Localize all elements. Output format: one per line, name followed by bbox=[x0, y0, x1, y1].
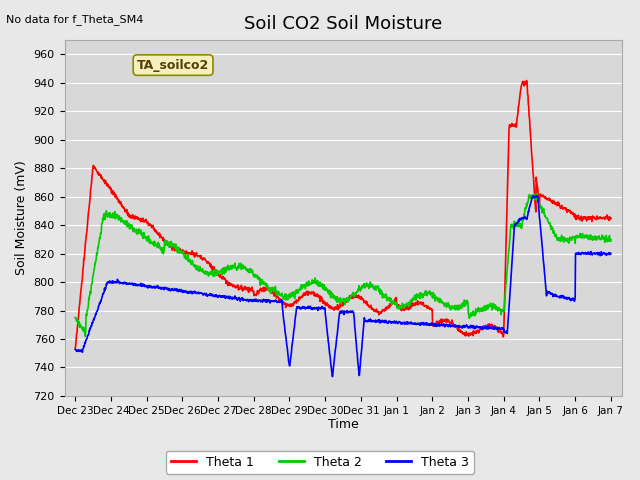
Theta 3 bbox=[134, 282, 142, 288]
Theta 1 bbox=[607, 215, 615, 221]
Theta 2 bbox=[299, 282, 307, 288]
Theta 3 bbox=[72, 347, 79, 352]
Y-axis label: Soil Moisture (mV): Soil Moisture (mV) bbox=[15, 161, 28, 276]
Theta 1 bbox=[319, 300, 327, 305]
Line: Theta 1: Theta 1 bbox=[76, 81, 611, 348]
Theta 1 bbox=[72, 346, 79, 351]
Theta 1 bbox=[310, 289, 317, 295]
Line: Theta 2: Theta 2 bbox=[76, 194, 611, 336]
Theta 3 bbox=[329, 374, 337, 380]
Theta 3 bbox=[607, 251, 615, 257]
Theta 1 bbox=[523, 78, 531, 84]
Theta 1 bbox=[113, 194, 120, 200]
Theta 1 bbox=[299, 294, 307, 300]
Legend: Theta 1, Theta 2, Theta 3: Theta 1, Theta 2, Theta 3 bbox=[166, 451, 474, 474]
Theta 2 bbox=[310, 279, 318, 285]
Theta 1 bbox=[376, 311, 384, 316]
Theta 3 bbox=[529, 193, 537, 199]
Theta 2 bbox=[81, 334, 89, 339]
Theta 2 bbox=[135, 226, 143, 232]
Theta 2 bbox=[72, 315, 79, 321]
Theta 3 bbox=[310, 306, 317, 312]
Theta 2 bbox=[607, 237, 615, 242]
Line: Theta 3: Theta 3 bbox=[76, 196, 611, 377]
Theta 3 bbox=[299, 304, 307, 310]
Theta 3 bbox=[319, 305, 327, 311]
X-axis label: Time: Time bbox=[328, 419, 358, 432]
Theta 3 bbox=[113, 280, 120, 286]
Text: No data for f_Theta_SM4: No data for f_Theta_SM4 bbox=[6, 14, 144, 25]
Title: Soil CO2 Soil Moisture: Soil CO2 Soil Moisture bbox=[244, 15, 442, 33]
Theta 3 bbox=[376, 318, 384, 324]
Theta 1 bbox=[134, 216, 142, 222]
Theta 2 bbox=[320, 282, 328, 288]
Theta 2 bbox=[532, 191, 540, 197]
Theta 2 bbox=[113, 211, 121, 217]
Text: TA_soilco2: TA_soilco2 bbox=[137, 59, 209, 72]
Theta 2 bbox=[376, 291, 384, 297]
